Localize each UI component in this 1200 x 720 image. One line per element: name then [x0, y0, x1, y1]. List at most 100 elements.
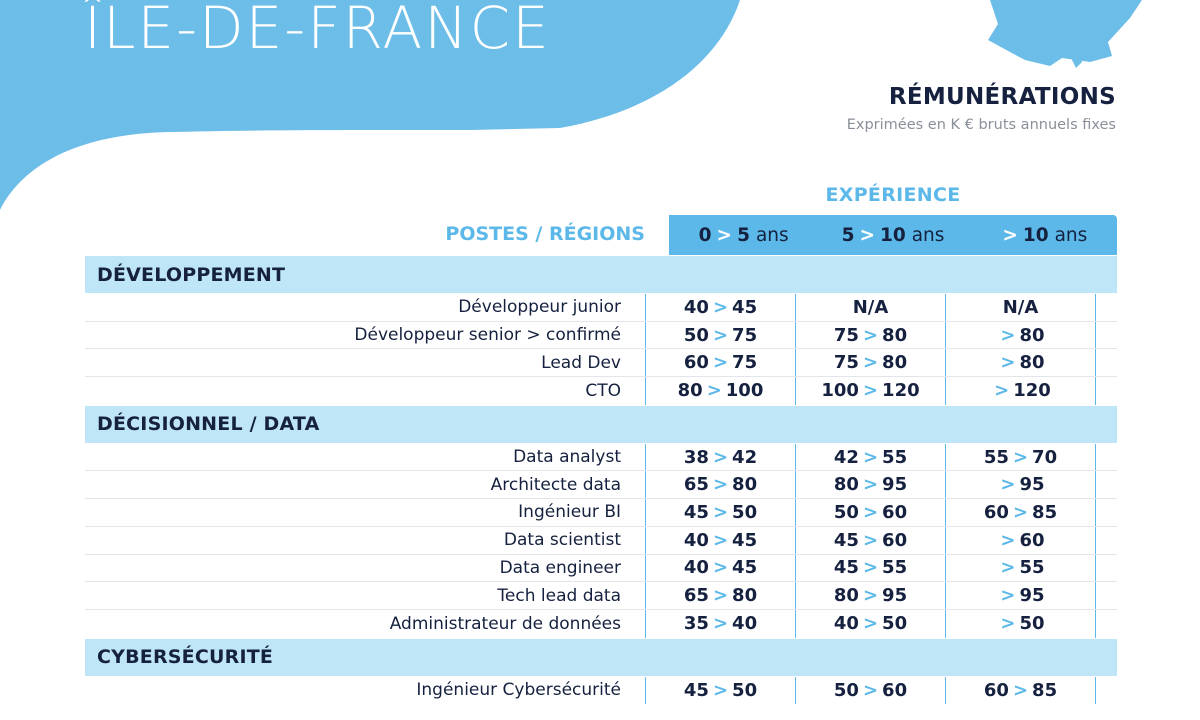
- salary-value: 95: [1019, 474, 1045, 496]
- position-label: Lead Dev: [541, 352, 621, 373]
- salary-table: DÉVELOPPEMENT Développeur junior 40 >45 N/A N…: [85, 256, 1117, 705]
- salary-cell: >80: [945, 321, 1096, 349]
- salary-cell: 35 >40: [645, 609, 795, 638]
- salary-value: 80: [1019, 352, 1045, 374]
- salary-value: 80: [1019, 324, 1045, 346]
- experience-header: 0 > 5 ans 5 > 10 ans > 10 ans: [669, 215, 1117, 255]
- salary-min: 60: [683, 352, 709, 374]
- salary-max: 80: [732, 585, 758, 607]
- france-map-icon: [988, 0, 1142, 66]
- experience-column-5-10: 5 > 10 ans: [818, 215, 967, 255]
- greater-than-sign: >: [1000, 529, 1016, 551]
- salary-max: 60: [882, 529, 908, 551]
- salary-cell: 60 >85: [945, 499, 1096, 526]
- salary-max: 55: [882, 446, 908, 468]
- table-row: Data scientist 40 >45 45 >60 >60: [85, 526, 1117, 555]
- salary-cell: 100 >120: [795, 377, 945, 405]
- salary-min: 75: [833, 324, 859, 346]
- range-separator: >: [862, 446, 879, 468]
- greater-than-sign: >: [1000, 585, 1016, 607]
- range-separator: >: [862, 352, 879, 374]
- salary-max: 95: [882, 474, 908, 496]
- salary-min: 60: [983, 679, 1009, 701]
- salary-min: 38: [683, 446, 709, 468]
- position-label: Ingénieur Cybersécurité: [416, 680, 621, 701]
- greater-than-sign: >: [1000, 474, 1016, 496]
- salary-max: 95: [882, 585, 908, 607]
- position-label: Data engineer: [499, 557, 621, 578]
- salary-min: 45: [833, 557, 859, 579]
- exp-unit: ans: [1054, 224, 1088, 246]
- salary-cell: >95: [945, 582, 1096, 609]
- salary-cell: 65 >80: [645, 471, 795, 499]
- salary-min: 35: [683, 613, 709, 635]
- range-separator: >: [712, 679, 729, 701]
- exp-sep: >: [859, 224, 875, 246]
- table-row: CTO 80 >100 100 >120 >120: [85, 377, 1117, 405]
- range-separator: >: [712, 324, 729, 346]
- range-separator: >: [862, 474, 879, 496]
- exp-to: 10: [1022, 224, 1049, 246]
- salary-cell: 80 >95: [795, 471, 945, 499]
- salary-min: 40: [683, 557, 709, 579]
- region-title: ÎLE-DE-FRANCE: [84, 0, 551, 62]
- greater-than-sign: >: [994, 380, 1010, 402]
- corsica-icon: [1070, 50, 1082, 68]
- range-separator: >: [862, 679, 879, 701]
- section-rows: Data analyst 38 >42 42 >55 55 >70 Architecte da…: [85, 443, 1117, 639]
- salary-min: 40: [833, 613, 859, 635]
- exp-unit: ans: [911, 224, 945, 246]
- range-separator: >: [862, 324, 879, 346]
- salary-min: 45: [833, 529, 859, 551]
- salary-min: 40: [683, 529, 709, 551]
- table-row: Administrateur de données 35 >40 40 >50 >50: [85, 609, 1117, 638]
- salary-cell: 80 >100: [645, 377, 795, 405]
- salary-cell: >80: [945, 349, 1096, 377]
- range-separator: >: [862, 613, 879, 635]
- salary-cell: 40 >45: [645, 554, 795, 582]
- salary-cell: 42 >55: [795, 443, 945, 471]
- table-row: Data analyst 38 >42 42 >55 55 >70: [85, 443, 1117, 472]
- salary-max: 120: [882, 380, 920, 402]
- table-row: Architecte data 65 >80 80 >95 >95: [85, 471, 1117, 500]
- salary-cell: 45 >50: [645, 499, 795, 526]
- experience-column-10-plus: > 10 ans: [968, 215, 1117, 255]
- exp-sep: >: [716, 224, 733, 246]
- salary-max: 85: [1032, 501, 1058, 523]
- salary-cell: 55 >70: [945, 443, 1096, 471]
- position-label: Ingénieur BI: [518, 502, 621, 523]
- salary-cell: 80 >95: [795, 582, 945, 609]
- salary-min: 50: [683, 324, 709, 346]
- salary-cell: >95: [945, 471, 1096, 499]
- salary-max: 70: [1032, 446, 1058, 468]
- greater-than-sign: >: [1000, 557, 1016, 579]
- salary-max: 80: [882, 352, 908, 374]
- salary-max: 45: [732, 529, 758, 551]
- position-label: Développeur senior > confirmé: [354, 325, 621, 346]
- range-separator: >: [1012, 679, 1029, 701]
- position-label: Tech lead data: [497, 585, 621, 606]
- salary-min: 80: [833, 474, 859, 496]
- range-separator: >: [712, 296, 729, 318]
- salary-value: 55: [1019, 557, 1045, 579]
- salary-cell: 50 >60: [795, 676, 945, 705]
- salary-min: 50: [833, 501, 859, 523]
- range-separator: >: [1012, 501, 1029, 523]
- salary-cell: 75 >80: [795, 349, 945, 377]
- position-label: Développeur junior: [458, 297, 621, 318]
- salary-min: 42: [833, 446, 859, 468]
- range-separator: >: [712, 352, 729, 374]
- position-label: Administrateur de données: [389, 613, 621, 634]
- salary-max: 45: [732, 557, 758, 579]
- position-label: Architecte data: [490, 474, 621, 495]
- salary-min: 65: [683, 474, 709, 496]
- salary-min: 80: [833, 585, 859, 607]
- remunerations-subtitle: Exprimées en K € bruts annuels fixes: [846, 117, 1116, 133]
- position-label: CTO: [585, 380, 621, 401]
- salary-cell: >120: [945, 377, 1096, 405]
- range-separator: >: [862, 585, 879, 607]
- salary-cell: >50: [945, 609, 1096, 638]
- salary-min: 50: [833, 679, 859, 701]
- range-separator: >: [712, 613, 729, 635]
- salary-min: 55: [983, 446, 1009, 468]
